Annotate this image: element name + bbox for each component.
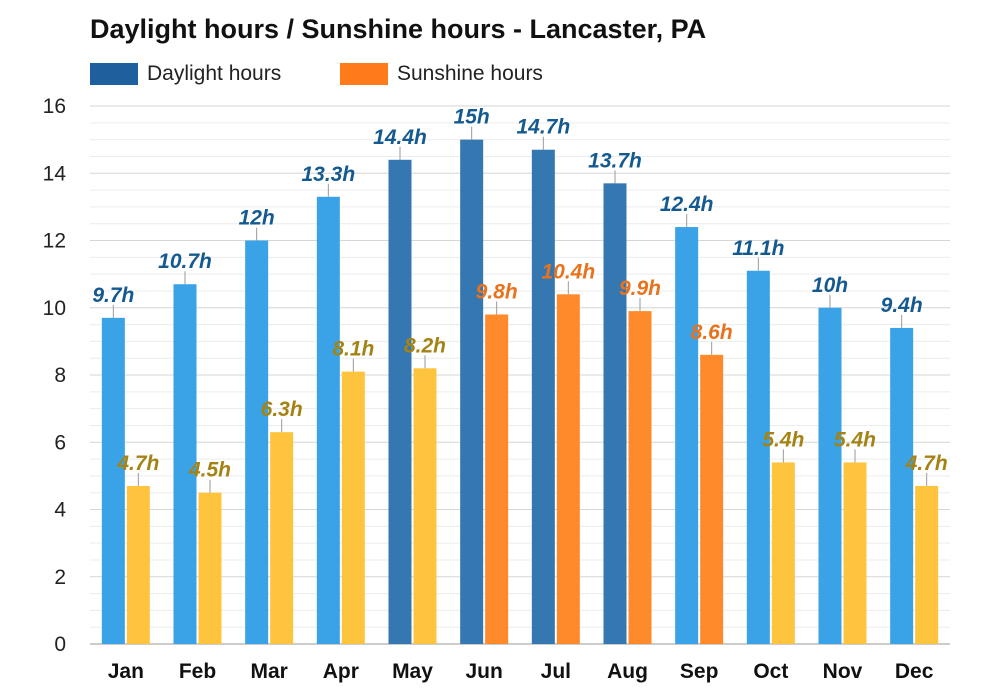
- x-tick-label: Dec: [895, 660, 934, 683]
- data-label-sunshine: 5.4h: [834, 428, 876, 451]
- bar-daylight[interactable]: [101, 317, 125, 644]
- y-tick-label: 14: [43, 162, 67, 185]
- legend-label-daylight: Daylight hours: [147, 62, 282, 85]
- bar-daylight[interactable]: [173, 284, 197, 644]
- x-tick-label: Jan: [108, 660, 144, 683]
- bars: [101, 139, 939, 645]
- y-tick-label: 10: [43, 297, 66, 320]
- x-tick-label: Jul: [541, 660, 571, 683]
- x-tick-labels: Jan Feb Mar Apr May Jun Jul Aug Sep Oct Nov Dec: [108, 660, 934, 683]
- x-tick-label: Sep: [680, 660, 719, 683]
- data-label-daylight: 11.1h: [732, 237, 784, 260]
- data-label-sunshine: 8.6h: [691, 321, 733, 344]
- bar-sunshine[interactable]: [413, 368, 437, 644]
- legend-label-sunshine: Sunshine hours: [397, 62, 543, 85]
- bar-sunshine[interactable]: [843, 462, 867, 644]
- bar-daylight[interactable]: [531, 149, 555, 644]
- bar-daylight[interactable]: [603, 183, 627, 644]
- bar-daylight[interactable]: [316, 196, 340, 644]
- data-label-daylight: 9.7h: [92, 284, 134, 307]
- data-label-sunshine: 4.7h: [905, 452, 948, 475]
- bar-daylight[interactable]: [746, 270, 770, 644]
- legend-swatch-sunshine: [340, 63, 388, 85]
- x-tick-label: Aug: [607, 660, 648, 683]
- data-label-sunshine: 10.4h: [541, 260, 595, 283]
- data-label-sunshine: 5.4h: [762, 428, 804, 451]
- bar-sunshine[interactable]: [485, 314, 509, 644]
- legend-item-sunshine[interactable]: Sunshine hours: [340, 62, 543, 86]
- data-labels: 9.7h 4.7h 10.7h 4.5h 12h 6.3h 13.3h 8.1h 14.4h 8.…: [92, 106, 948, 493]
- data-label-daylight: 12h: [239, 207, 275, 230]
- bar-sunshine[interactable]: [700, 354, 724, 644]
- y-tick-label: 8: [54, 364, 66, 387]
- data-label-sunshine: 8.2h: [404, 334, 446, 357]
- x-tick-label: May: [392, 660, 433, 683]
- bar-sunshine[interactable]: [556, 294, 580, 644]
- y-tick-label: 12: [43, 230, 66, 253]
- data-label-daylight: 13.7h: [588, 149, 642, 172]
- bar-daylight[interactable]: [818, 307, 842, 644]
- x-tick-label: Oct: [753, 660, 788, 683]
- data-label-daylight: 10.7h: [158, 250, 212, 273]
- x-tick-label: Nov: [823, 660, 863, 683]
- bar-sunshine[interactable]: [915, 485, 939, 644]
- bar-daylight[interactable]: [245, 240, 269, 645]
- data-label-sunshine: 4.7h: [116, 452, 159, 475]
- bar-sunshine[interactable]: [198, 492, 222, 644]
- bar-sunshine[interactable]: [126, 485, 150, 644]
- x-tick-label: Jun: [465, 660, 502, 683]
- data-label-daylight: 12.4h: [660, 193, 714, 216]
- y-tick-label: 4: [54, 499, 66, 522]
- bar-daylight[interactable]: [388, 159, 412, 645]
- bar-sunshine[interactable]: [628, 311, 652, 644]
- data-label-sunshine: 9.8h: [476, 280, 518, 303]
- x-tick-label: Feb: [179, 660, 216, 683]
- data-label-sunshine: 8.1h: [332, 338, 374, 361]
- data-label-daylight: 15h: [454, 106, 490, 129]
- data-label-daylight: 13.3h: [301, 163, 355, 186]
- y-tick-label: 2: [54, 566, 66, 589]
- grid-lines: [90, 105, 950, 645]
- y-tick-label: 16: [43, 95, 66, 118]
- y-tick-label: 6: [54, 431, 66, 454]
- bar-daylight[interactable]: [890, 327, 914, 644]
- data-label-daylight: 10h: [812, 274, 848, 297]
- chart-title: Daylight hours / Sunshine hours - Lancas…: [90, 14, 707, 44]
- data-label-sunshine: 6.3h: [261, 398, 303, 421]
- bar-daylight[interactable]: [675, 227, 699, 645]
- data-label-sunshine: 4.5h: [188, 459, 231, 482]
- x-tick-label: Mar: [250, 660, 287, 683]
- data-label-daylight: 9.4h: [881, 294, 923, 317]
- legend-swatch-daylight: [90, 63, 138, 85]
- bar-sunshine[interactable]: [341, 371, 365, 644]
- legend-item-daylight[interactable]: Daylight hours: [90, 62, 281, 86]
- data-label-daylight: 14.7h: [516, 116, 570, 139]
- x-tick-label: Apr: [323, 660, 359, 683]
- data-label-sunshine: 9.9h: [619, 277, 661, 300]
- bar-sunshine[interactable]: [771, 462, 795, 644]
- bar-daylight[interactable]: [460, 139, 484, 644]
- bar-sunshine[interactable]: [270, 432, 294, 644]
- y-tick-labels: 0 2 4 6 8 10 12 14 16: [43, 95, 67, 656]
- data-label-daylight: 14.4h: [373, 126, 427, 149]
- y-tick-label: 0: [54, 633, 66, 656]
